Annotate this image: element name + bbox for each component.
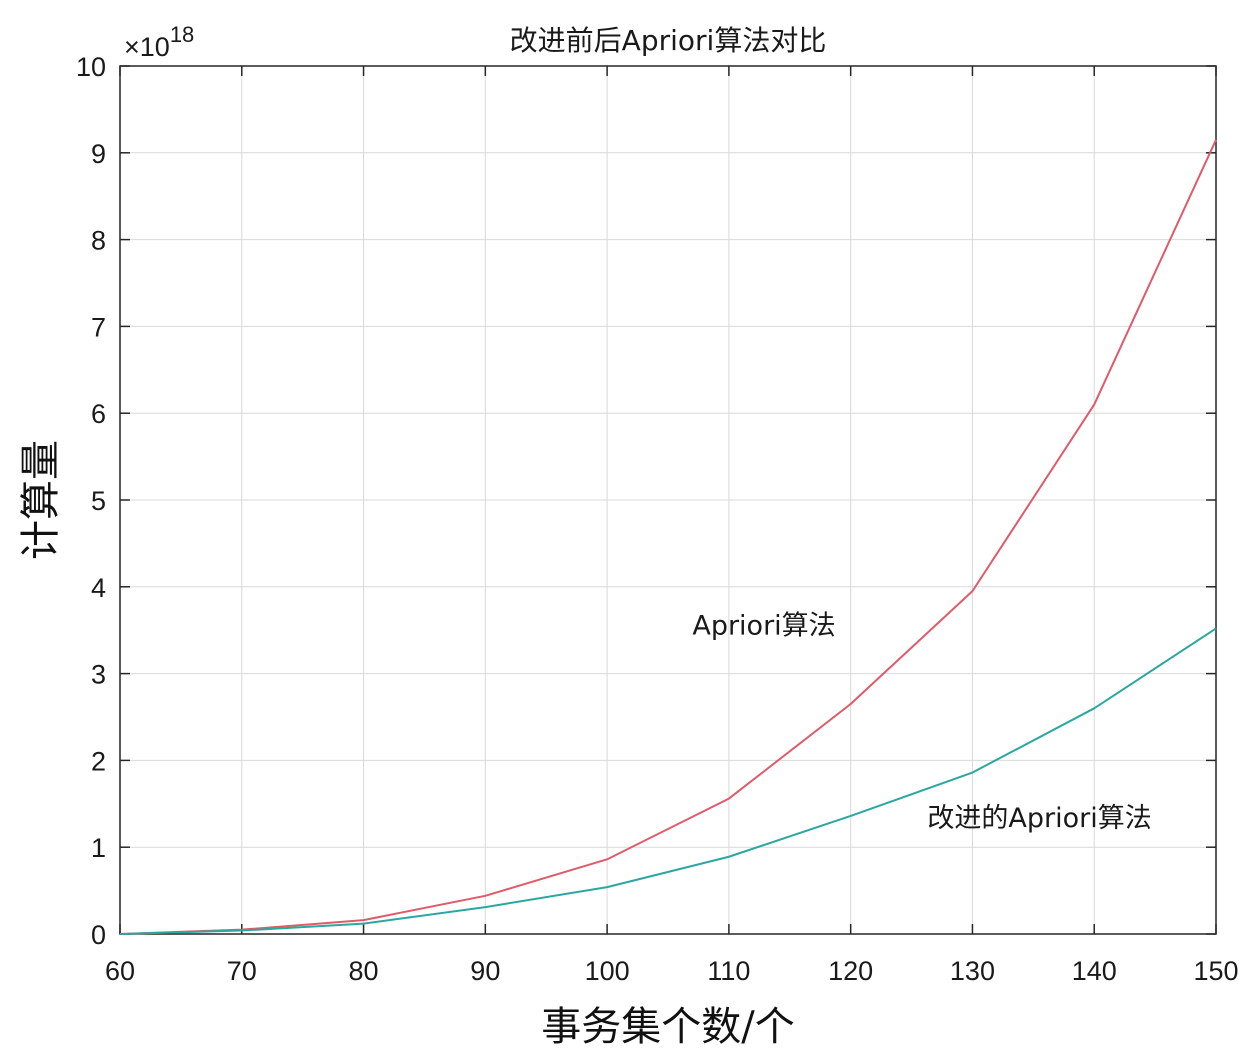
x-tick-label: 60: [105, 956, 135, 986]
y-tick-label: 7: [91, 312, 106, 342]
x-tick-label: 70: [227, 956, 257, 986]
y-tick-label: 3: [91, 660, 106, 690]
annotation-improved-apriori: 改进的Apriori算法: [927, 803, 1151, 834]
x-tick-label: 90: [470, 956, 500, 986]
y-tick-label: 6: [91, 399, 106, 429]
x-tick-label: 110: [707, 956, 750, 986]
y-tick-label: 1: [91, 833, 106, 863]
y-tick-label: 8: [91, 226, 106, 256]
x-tick-label: 80: [349, 956, 379, 986]
y-tick-label: 5: [91, 486, 106, 516]
chart-title: 改进前后Apriori算法对比: [510, 24, 827, 57]
y-tick-label: 0: [91, 920, 106, 950]
x-tick-label: 130: [950, 956, 995, 986]
y-tick-label: 10: [76, 52, 106, 82]
y-tick-label: 4: [91, 573, 106, 603]
x-tick-label: 100: [585, 956, 630, 986]
y-exponent-power: 18: [170, 22, 194, 47]
tick-labels: 60 70 80 90 100 110 120 130 140 150 0 1 2 3 4 5 6 7 8 9 10: [76, 52, 1239, 986]
annotation-apriori: Apriori算法: [692, 611, 835, 642]
x-tick-label: 120: [828, 956, 873, 986]
series-line-1: [119, 627, 1217, 935]
series-layer: [119, 139, 1217, 935]
y-tick-label: 9: [91, 139, 106, 169]
series-line-0: [119, 139, 1217, 935]
x-tick-label: 150: [1193, 956, 1238, 986]
x-axis-label: 事务集个数/个: [541, 1004, 794, 1050]
x-tick-label: 140: [1072, 956, 1117, 986]
y-axis-label: 计算量: [18, 440, 64, 560]
y-tick-label: 2: [91, 746, 106, 776]
y-exponent-label: ×1018: [124, 22, 194, 62]
axis-ticks: [119, 65, 1217, 935]
y-exponent-base: ×10: [124, 32, 170, 62]
